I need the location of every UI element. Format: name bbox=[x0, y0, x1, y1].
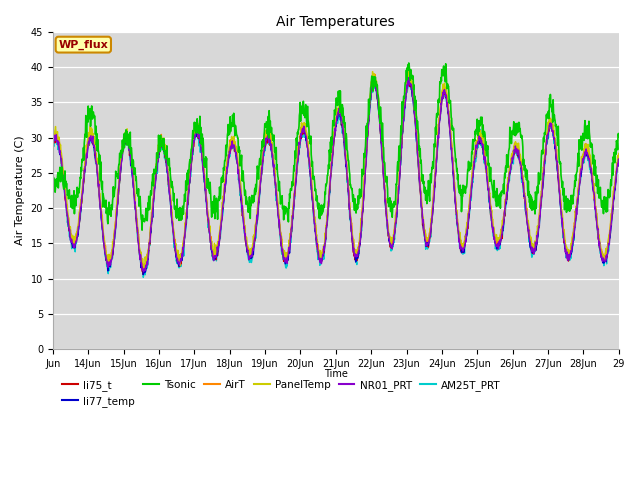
AM25T_PRT bbox=[615, 156, 623, 161]
PanelTemp bbox=[175, 252, 183, 257]
PanelTemp bbox=[49, 138, 56, 144]
NR01_PRT bbox=[239, 203, 246, 208]
Title: Air Temperatures: Air Temperatures bbox=[276, 15, 395, 29]
AirT bbox=[175, 258, 183, 264]
AM25T_PRT bbox=[140, 275, 147, 280]
Tsonic bbox=[239, 169, 246, 175]
PanelTemp bbox=[499, 217, 506, 223]
Tsonic bbox=[548, 102, 556, 108]
AM25T_PRT bbox=[49, 145, 56, 151]
AirT bbox=[239, 203, 246, 209]
Line: PanelTemp: PanelTemp bbox=[52, 71, 619, 269]
Line: AM25T_PRT: AM25T_PRT bbox=[52, 78, 619, 277]
li77_temp bbox=[548, 127, 556, 133]
li75_t bbox=[175, 264, 183, 269]
PanelTemp bbox=[141, 266, 148, 272]
AM25T_PRT bbox=[161, 157, 169, 163]
li75_t bbox=[369, 77, 377, 83]
Tsonic bbox=[175, 217, 183, 223]
PanelTemp bbox=[161, 145, 169, 151]
li75_t bbox=[49, 143, 56, 148]
li77_temp bbox=[175, 264, 183, 269]
li75_t bbox=[140, 272, 147, 277]
NR01_PRT bbox=[49, 141, 56, 146]
Line: AirT: AirT bbox=[52, 74, 619, 270]
Y-axis label: Air Temperature (C): Air Temperature (C) bbox=[15, 136, 25, 245]
li77_temp bbox=[140, 272, 147, 277]
li77_temp bbox=[371, 74, 378, 80]
Tsonic bbox=[499, 189, 506, 195]
AirT bbox=[548, 123, 556, 129]
PanelTemp bbox=[615, 151, 623, 156]
li77_temp bbox=[499, 227, 506, 233]
li75_t bbox=[161, 155, 169, 160]
AirT bbox=[615, 153, 623, 158]
AM25T_PRT bbox=[548, 125, 556, 131]
li77_temp bbox=[615, 158, 623, 164]
PanelTemp bbox=[239, 203, 246, 208]
li75_t bbox=[499, 227, 506, 232]
X-axis label: Time: Time bbox=[324, 369, 348, 379]
NR01_PRT bbox=[548, 128, 556, 133]
AM25T_PRT bbox=[369, 75, 377, 81]
Tsonic bbox=[424, 178, 432, 183]
NR01_PRT bbox=[175, 260, 183, 265]
NR01_PRT bbox=[424, 240, 432, 245]
AirT bbox=[424, 238, 432, 244]
li75_t bbox=[615, 157, 623, 163]
li77_temp bbox=[239, 208, 246, 214]
Line: li77_temp: li77_temp bbox=[52, 77, 619, 275]
AirT bbox=[140, 267, 147, 273]
NR01_PRT bbox=[615, 156, 623, 162]
NR01_PRT bbox=[161, 152, 169, 158]
Tsonic bbox=[49, 183, 56, 189]
NR01_PRT bbox=[499, 225, 506, 231]
li75_t bbox=[239, 213, 246, 219]
AM25T_PRT bbox=[424, 238, 432, 244]
AirT bbox=[161, 146, 169, 152]
PanelTemp bbox=[548, 123, 556, 129]
AM25T_PRT bbox=[239, 213, 246, 218]
li75_t bbox=[424, 244, 432, 250]
Line: NR01_PRT: NR01_PRT bbox=[52, 78, 619, 272]
Text: WP_flux: WP_flux bbox=[58, 39, 108, 50]
Tsonic bbox=[405, 60, 413, 66]
NR01_PRT bbox=[404, 75, 412, 81]
PanelTemp bbox=[424, 234, 432, 240]
Tsonic bbox=[615, 134, 623, 140]
Line: li75_t: li75_t bbox=[52, 80, 619, 275]
AirT bbox=[49, 134, 56, 140]
Tsonic bbox=[138, 227, 146, 233]
li77_temp bbox=[424, 243, 432, 249]
li77_temp bbox=[49, 144, 56, 149]
Tsonic bbox=[161, 148, 169, 154]
AM25T_PRT bbox=[175, 263, 183, 269]
NR01_PRT bbox=[140, 269, 147, 275]
AM25T_PRT bbox=[499, 234, 506, 240]
AirT bbox=[499, 223, 506, 228]
AirT bbox=[371, 72, 379, 77]
Line: Tsonic: Tsonic bbox=[52, 63, 619, 230]
Legend: li75_t, li77_temp, Tsonic, AirT, PanelTemp, NR01_PRT, AM25T_PRT: li75_t, li77_temp, Tsonic, AirT, PanelTe… bbox=[58, 375, 505, 411]
li75_t bbox=[548, 127, 556, 132]
PanelTemp bbox=[405, 68, 413, 74]
li77_temp bbox=[161, 148, 169, 154]
